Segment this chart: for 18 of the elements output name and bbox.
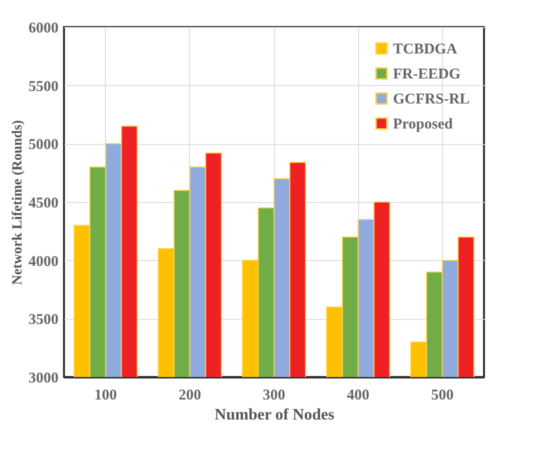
x-tick-label: 200 <box>178 388 202 404</box>
x-tick-label: 100 <box>94 388 117 404</box>
y-axis-title: Network Lifetime (Rounds) <box>10 120 26 285</box>
x-tick-label: 400 <box>346 388 370 404</box>
legend-label: Proposed <box>393 116 454 132</box>
legend-label: FR-EEDG <box>393 66 461 82</box>
legend-label: TCBDGA <box>393 42 458 58</box>
y-tick-label: 5500 <box>28 78 58 95</box>
legend-label: GCFRS-RL <box>393 92 470 108</box>
y-tick-label: 6000 <box>28 20 58 36</box>
y-tick-label: 4500 <box>28 196 58 212</box>
x-tick-label: 500 <box>431 388 454 404</box>
y-tick-label: 3000 <box>28 370 58 386</box>
y-tick-label: 4000 <box>28 254 58 270</box>
x-axis-title: Number of Nodes <box>214 406 334 424</box>
x-tick-label: 300 <box>262 388 286 404</box>
y-tick-label: 3500 <box>28 312 58 328</box>
y-tick-label: 5000 <box>28 137 58 154</box>
